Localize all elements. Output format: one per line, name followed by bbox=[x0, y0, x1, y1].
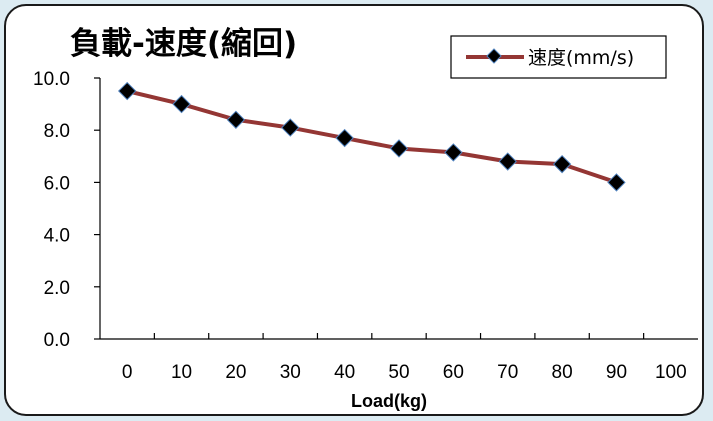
data-point-8 bbox=[552, 154, 572, 174]
data-point-9 bbox=[607, 173, 626, 192]
x-tick-label-8: 80 bbox=[552, 362, 573, 383]
y-tick-label-4: 8.0 bbox=[44, 121, 70, 142]
data-point-1 bbox=[172, 94, 191, 114]
axes: 0.0 2.0 4.0 6.0 8.0 10.0 0 10 20 30 40 50 60 70 80 90 10… bbox=[33, 69, 698, 383]
y-tick-label-0: 0.0 bbox=[44, 330, 70, 351]
line-chart: 負載-速度(縮回) 0.0 2.0 4.0 6.0 8.0 10.0 0 10 20 30 40 50… bbox=[33, 26, 698, 411]
x-tick-label-2: 20 bbox=[225, 362, 246, 383]
data-point-0 bbox=[117, 81, 137, 101]
x-tick-label-5: 50 bbox=[388, 362, 409, 383]
data-point-5 bbox=[389, 139, 409, 158]
series-line-0 bbox=[126, 89, 618, 185]
data-point-2 bbox=[226, 110, 246, 129]
x-tick-label-3: 30 bbox=[280, 362, 301, 383]
data-point-7 bbox=[498, 152, 517, 171]
x-tick-label-4: 40 bbox=[334, 362, 355, 383]
x-axis-label: Load(kg) bbox=[351, 391, 427, 411]
legend-label: 速度(mm/s) bbox=[528, 47, 634, 69]
x-tick-label-9: 90 bbox=[606, 362, 627, 383]
x-tick-label-6: 60 bbox=[443, 362, 464, 383]
y-tick-label-2: 4.0 bbox=[44, 226, 70, 247]
legend-box bbox=[450, 35, 667, 79]
series-layer bbox=[117, 81, 626, 192]
data-point-4 bbox=[335, 128, 354, 148]
y-tick-label-1: 2.0 bbox=[44, 278, 70, 299]
y-tick-label-3: 6.0 bbox=[44, 173, 70, 194]
y-tick-label-5: 10.0 bbox=[33, 69, 70, 90]
x-tick-label-10: 100 bbox=[655, 362, 687, 383]
data-point-3 bbox=[281, 118, 300, 137]
x-tick-label-7: 70 bbox=[497, 362, 518, 383]
x-tick-label-1: 10 bbox=[171, 362, 192, 383]
chart-title: 負載-速度(縮回) bbox=[70, 26, 297, 62]
legend: 速度(mm/s) bbox=[450, 35, 667, 79]
legend-marker bbox=[486, 48, 502, 64]
x-tick-label-0: 0 bbox=[122, 362, 133, 383]
data-point-6 bbox=[444, 143, 463, 162]
chart-frame: 負載-速度(縮回) 0.0 2.0 4.0 6.0 8.0 10.0 0 10 20 30 40 50… bbox=[4, 4, 704, 416]
